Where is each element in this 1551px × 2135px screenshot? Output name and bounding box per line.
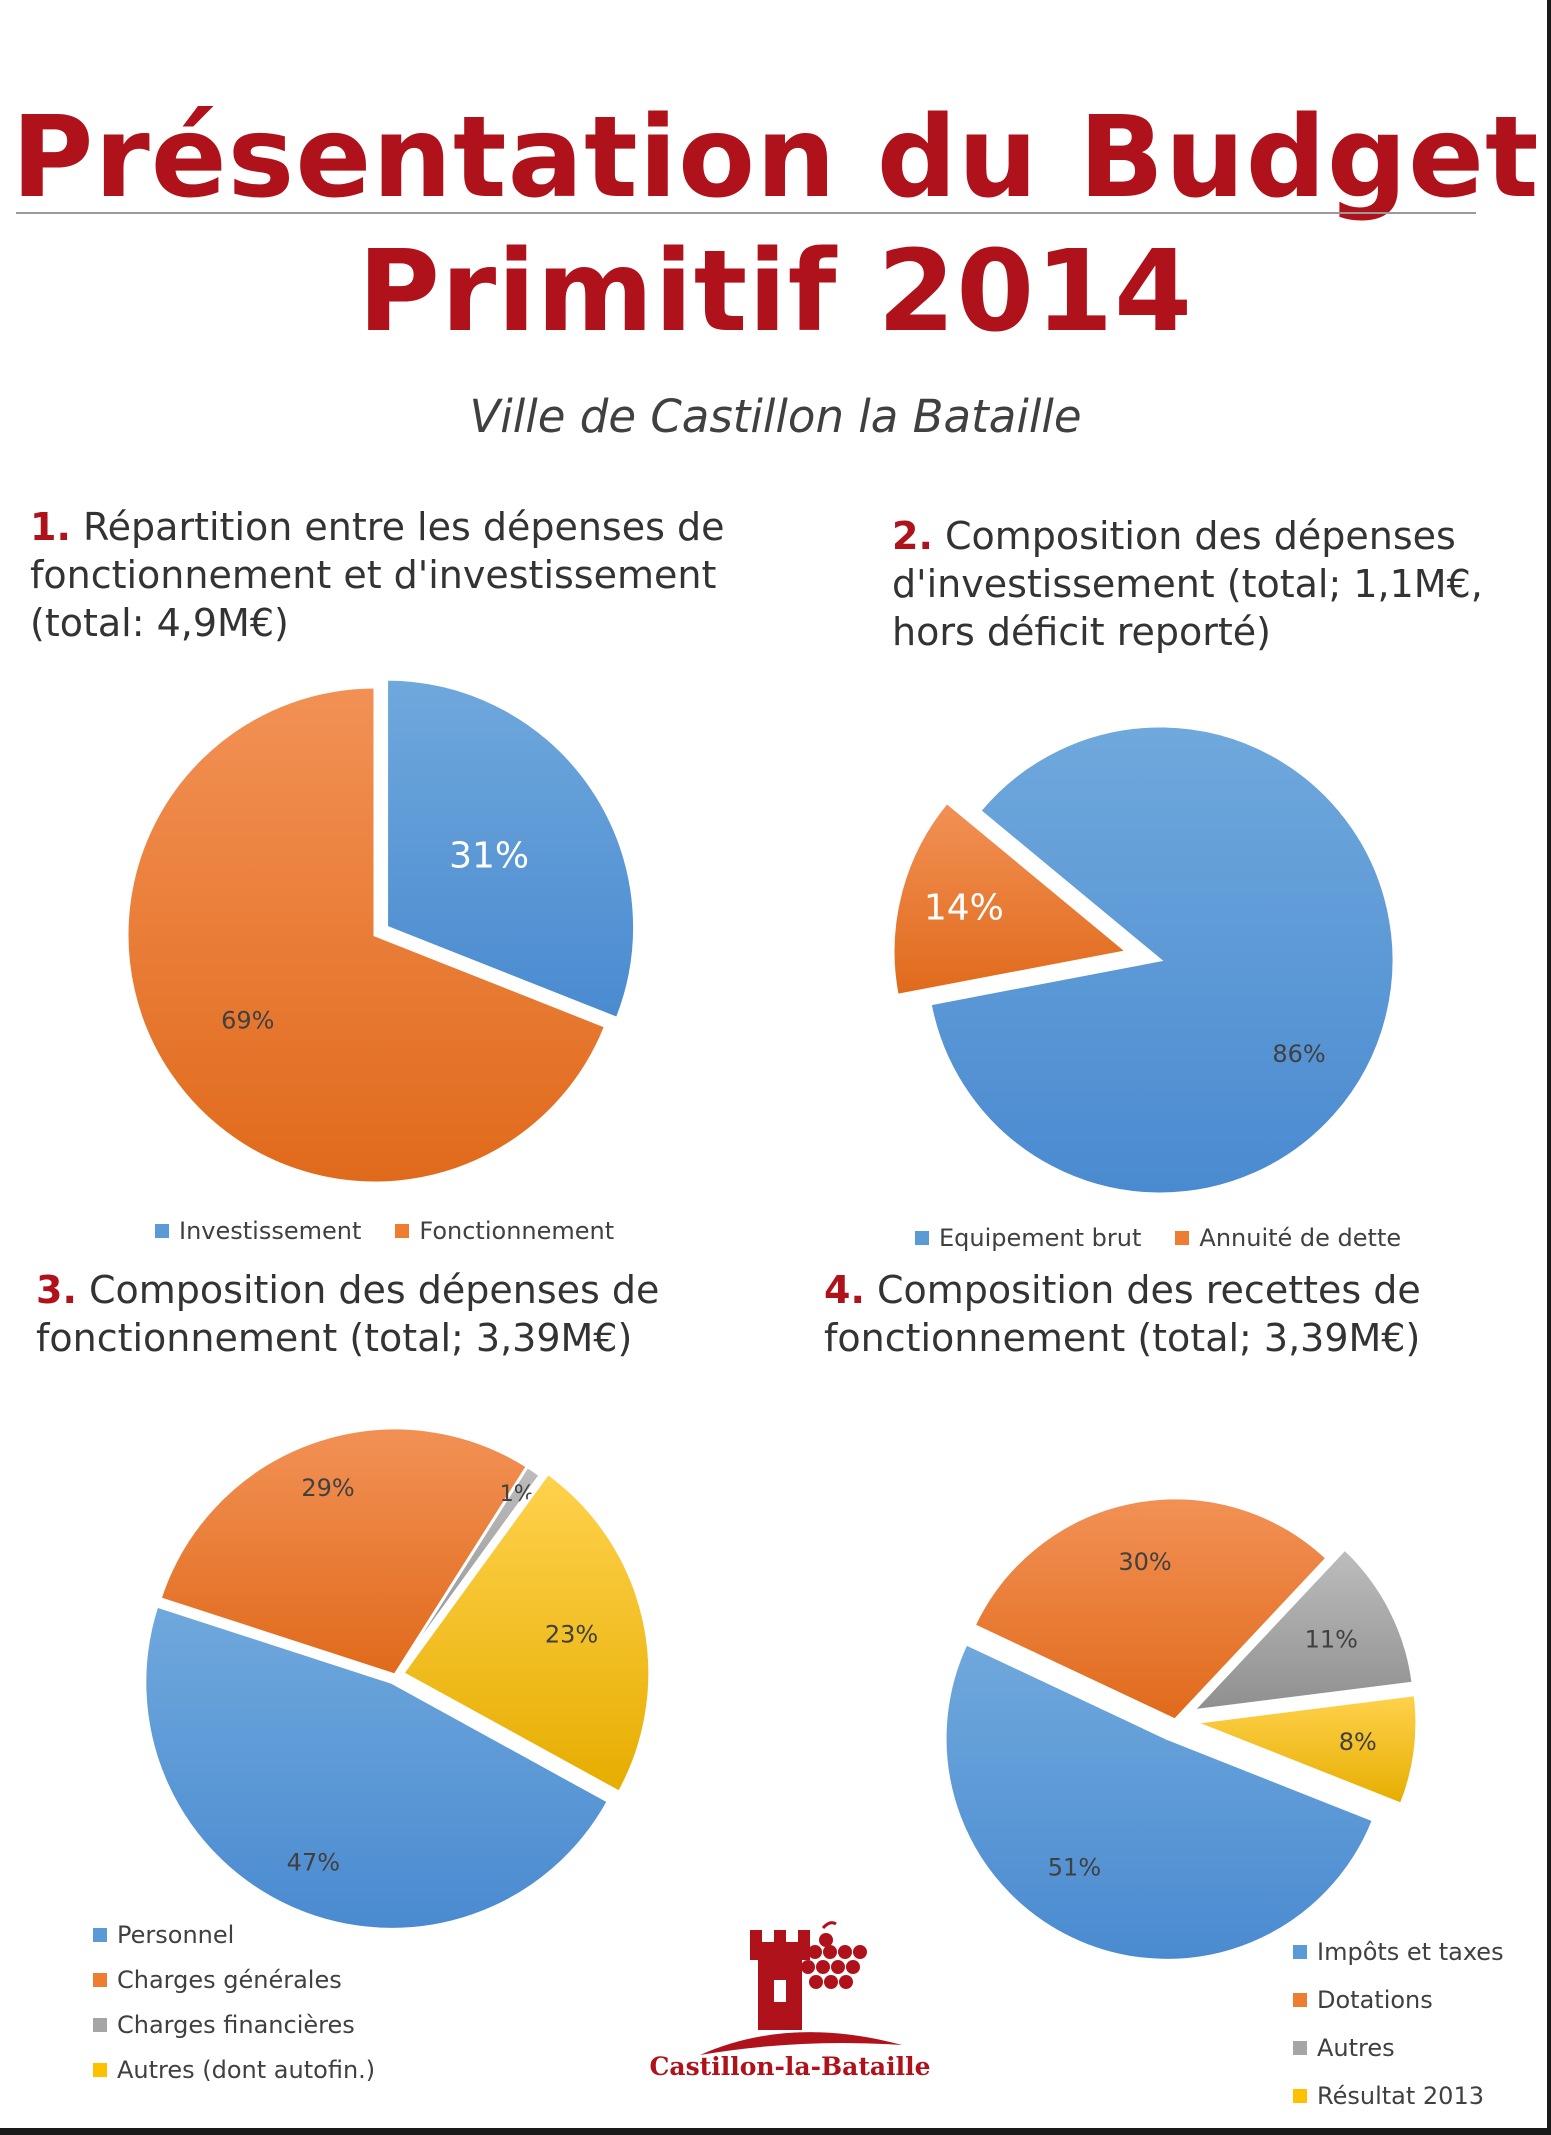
pie-data-label-1-1: 31% xyxy=(449,835,529,876)
chart-2-title-line-1: Composition des dépenses xyxy=(944,514,1456,558)
pie-slice-1-2 xyxy=(125,685,608,1185)
pie-data-label-4-4: 8% xyxy=(1339,1728,1377,1756)
pie-data-label-1-2: 69% xyxy=(221,1006,274,1034)
legend-label: Charges générales xyxy=(117,1966,342,1994)
pie-chart-4: 51% 30% 11% 8% xyxy=(943,1496,1419,1962)
legend-item-equipement-brut: Equipement brut xyxy=(915,1224,1141,1252)
legend-item-charges-financieres: Charges financières xyxy=(93,2011,375,2039)
chart-2-title-line-2: d'investissement (total; 1,1M€, xyxy=(892,562,1483,606)
pie-slice-3-3 xyxy=(393,1464,543,1676)
legend-swatch xyxy=(155,1224,169,1238)
legend-swatch xyxy=(93,1973,107,1987)
castillon-logo xyxy=(700,1921,902,2055)
chart-4-legend: Impôts et taxes Dotations Autres Résulta… xyxy=(1293,1938,1504,2127)
chart-4-title-line-2: fonctionnement (total; 3,39M€) xyxy=(824,1316,1421,1360)
pie-data-label-4-1: 51% xyxy=(1048,1854,1101,1882)
chart-4-title: 4. Composition des recettes de fonctionn… xyxy=(824,1266,1421,1362)
legend-item-resultat-2013: Résultat 2013 xyxy=(1293,2082,1504,2110)
legend-label: Autres (dont autofin.) xyxy=(117,2056,376,2084)
pie-slice-3-1 xyxy=(143,1604,611,1931)
chart-1-title-line-3: (total: 4,9M€) xyxy=(30,601,289,645)
legend-item-personnel: Personnel xyxy=(93,1921,375,1949)
pie-slice-1-1 xyxy=(385,677,637,1021)
legend-label: Equipement brut xyxy=(939,1224,1142,1252)
legend-label: Charges financières xyxy=(117,2011,355,2039)
frame-border-right xyxy=(1547,0,1551,2135)
legend-label: Fonctionnement xyxy=(419,1217,615,1245)
pie-data-label-3-2: 29% xyxy=(301,1474,354,1502)
pie-slice-4-3 xyxy=(1188,1546,1415,1713)
legend-swatch xyxy=(915,1231,929,1245)
legend-label: Personnel xyxy=(117,1921,235,1949)
chart-1-number: 1. xyxy=(30,505,71,549)
legend-swatch xyxy=(395,1224,410,1238)
logo-text: Castillon-la-Bataille xyxy=(649,2052,931,2081)
legend-swatch xyxy=(1175,1231,1190,1245)
chart-3-title-line-2: fonctionnement (total; 3,39M€) xyxy=(36,1316,633,1360)
legend-item-investissement: Investissement xyxy=(155,1217,361,1245)
river-swoosh-icon xyxy=(700,2032,902,2055)
pie-data-label-3-1: 47% xyxy=(287,1849,340,1877)
frame-border-bottom xyxy=(0,2128,1551,2135)
pie-chart-3: 47%29% 1%23% xyxy=(143,1426,652,1931)
castle-tower-icon xyxy=(750,1930,810,2030)
chart-1-title: 1. Répartition entre les dépenses de fon… xyxy=(30,503,724,647)
chart-2-title: 2. Composition des dépenses d'investisse… xyxy=(892,512,1483,656)
legend-swatch xyxy=(1293,1993,1307,2007)
legend-swatch xyxy=(1293,1945,1307,1959)
pie-chart-1: 31% 69% xyxy=(125,677,637,1185)
legend-label: Impôts et taxes xyxy=(1317,1938,1504,1966)
pie-slice-3-2 xyxy=(158,1426,530,1677)
pie-data-label-4-2: 30% xyxy=(1118,1548,1171,1576)
pie-data-label-3-4: 23% xyxy=(545,1621,598,1649)
page-title-line-2: Primitif 2014 xyxy=(357,227,1194,357)
legend-swatch xyxy=(1293,2041,1307,2055)
chart-3-legend: Personnel Charges générales Charges fina… xyxy=(93,1921,375,2101)
chart-3-title-line-1: Composition des dépenses de xyxy=(88,1268,660,1312)
grapes-icon xyxy=(801,1921,867,1989)
legend-label: Résultat 2013 xyxy=(1317,2082,1484,2110)
pie-slice-4-1 xyxy=(943,1641,1376,1962)
pie-slice-4-4 xyxy=(1194,1693,1419,1807)
legend-label: Autres xyxy=(1317,2034,1395,2062)
page-subtitle: Ville de Castillon la Bataille xyxy=(469,390,1082,443)
pie-slice-2-1 xyxy=(928,724,1396,1196)
pie-slice-3-4 xyxy=(400,1471,652,1795)
pie-slice-2-2 xyxy=(891,800,1131,998)
chart-1-legend: Investissement Fonctionnement xyxy=(155,1217,614,1245)
pie-data-label-2-2: 14% xyxy=(924,888,1004,929)
pie-data-label-2-1: 86% xyxy=(1272,1040,1325,1068)
legend-label: Investissement xyxy=(179,1217,362,1245)
legend-item-charges-generales: Charges générales xyxy=(93,1966,375,1994)
legend-item-impots-et-taxes: Impôts et taxes xyxy=(1293,1938,1504,1966)
legend-item-fonctionnement: Fonctionnement xyxy=(395,1217,614,1245)
legend-swatch xyxy=(1293,2089,1307,2103)
chart-1-title-line-2: fonctionnement et d'investissement xyxy=(30,553,717,597)
pie-data-label-4-3: 11% xyxy=(1305,1625,1358,1653)
legend-item-annuite-de-dette: Annuité de dette xyxy=(1175,1224,1401,1252)
chart-2-legend: Equipement brut Annuité de dette xyxy=(915,1224,1401,1252)
chart-4-title-line-1: Composition des recettes de xyxy=(876,1268,1421,1312)
legend-item-autres: Autres xyxy=(1293,2034,1504,2062)
chart-3-title: 3. Composition des dépenses de fonctionn… xyxy=(36,1266,659,1362)
legend-item-dotations: Dotations xyxy=(1293,1986,1504,2014)
pie-chart-2: 86% 14% xyxy=(891,724,1396,1196)
page-title-line-1: Présentation du Budget xyxy=(11,93,1540,223)
legend-swatch xyxy=(93,1928,107,1942)
legend-swatch xyxy=(93,2063,107,2077)
chart-2-number: 2. xyxy=(892,514,933,558)
chart-3-number: 3. xyxy=(36,1268,77,1312)
title-divider xyxy=(16,212,1476,214)
legend-label: Annuité de dette xyxy=(1199,1224,1402,1252)
chart-2-title-line-3: hors déficit reporté) xyxy=(892,610,1271,654)
pie-slice-4-2 xyxy=(972,1496,1330,1722)
legend-item-autres-dont-autofin: Autres (dont autofin.) xyxy=(93,2056,375,2084)
chart-4-number: 4. xyxy=(824,1268,865,1312)
legend-swatch xyxy=(93,2018,107,2032)
chart-1-title-line-1: Répartition entre les dépenses de xyxy=(82,505,725,549)
legend-label: Dotations xyxy=(1317,1986,1433,2014)
